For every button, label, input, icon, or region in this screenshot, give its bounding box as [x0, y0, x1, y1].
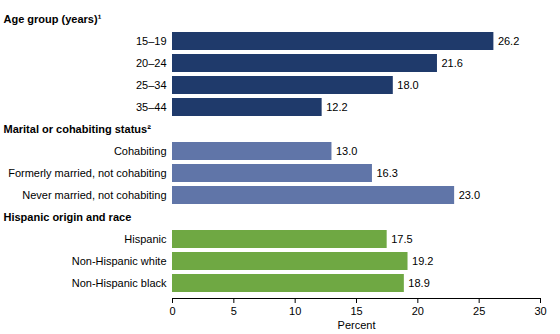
svg-text:19.2: 19.2: [412, 255, 433, 267]
svg-text:5: 5: [231, 305, 237, 317]
svg-text:Marital or cohabiting status²: Marital or cohabiting status²: [4, 123, 152, 135]
svg-text:17.5: 17.5: [391, 233, 412, 245]
svg-text:20: 20: [412, 305, 424, 317]
svg-text:Percent: Percent: [338, 319, 376, 331]
svg-text:12.2: 12.2: [326, 101, 347, 113]
svg-text:Hispanic: Hispanic: [124, 233, 167, 245]
svg-text:Never married, not cohabiting: Never married, not cohabiting: [22, 189, 166, 201]
svg-text:35–44: 35–44: [136, 101, 167, 113]
svg-text:Non-Hispanic white: Non-Hispanic white: [72, 255, 167, 267]
svg-text:26.2: 26.2: [498, 35, 519, 47]
svg-text:0: 0: [169, 305, 175, 317]
svg-text:21.6: 21.6: [441, 57, 462, 69]
svg-text:30: 30: [534, 305, 546, 317]
svg-text:13.0: 13.0: [336, 145, 357, 157]
svg-text:Non-Hispanic black: Non-Hispanic black: [72, 277, 167, 289]
svg-text:23.0: 23.0: [459, 189, 480, 201]
svg-text:25: 25: [473, 305, 485, 317]
svg-text:10: 10: [289, 305, 301, 317]
svg-text:16.3: 16.3: [376, 167, 397, 179]
svg-text:Formerly married, not cohabiti: Formerly married, not cohabiting: [8, 167, 166, 179]
svg-text:Hispanic origin and race: Hispanic origin and race: [4, 211, 132, 223]
svg-text:15: 15: [350, 305, 362, 317]
svg-text:18.9: 18.9: [408, 277, 429, 289]
svg-text:20–24: 20–24: [136, 57, 167, 69]
svg-text:18.0: 18.0: [397, 79, 418, 91]
svg-text:15–19: 15–19: [136, 35, 167, 47]
svg-text:25–34: 25–34: [136, 79, 167, 91]
svg-text:Age group (years)¹: Age group (years)¹: [4, 13, 102, 25]
svg-text:Cohabiting: Cohabiting: [114, 145, 167, 157]
